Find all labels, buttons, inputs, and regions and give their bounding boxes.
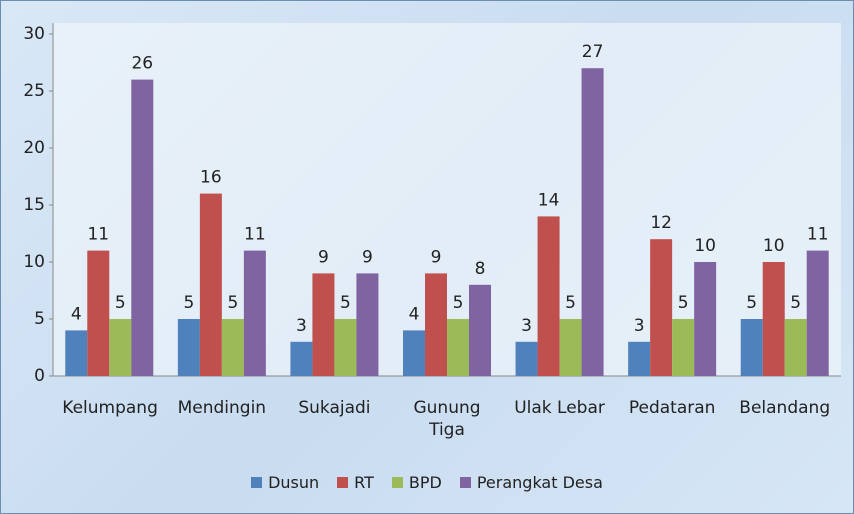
bar <box>515 341 538 376</box>
data-label: 11 <box>807 225 829 245</box>
y-tick-label: 0 <box>34 366 45 386</box>
bar <box>628 341 651 376</box>
bar <box>469 284 491 376</box>
y-tick-label: 25 <box>23 81 45 101</box>
x-tick-label: Pedataran <box>628 398 716 418</box>
data-label: 27 <box>582 42 604 62</box>
data-label: 3 <box>296 316 307 336</box>
x-tick-label: Mendingin <box>177 398 267 418</box>
bar <box>672 319 695 376</box>
y-tick-label: 10 <box>23 252 45 272</box>
data-label: 26 <box>131 54 153 74</box>
data-label: 3 <box>521 316 532 336</box>
legend: Dusun RT BPD Perangkat Desa <box>1 473 853 492</box>
data-label: 10 <box>763 236 785 256</box>
bar <box>447 319 469 376</box>
bar <box>403 330 425 376</box>
x-tick-label: Kelumpang <box>62 398 158 418</box>
data-label: 5 <box>565 293 576 313</box>
bar <box>356 273 379 376</box>
bar <box>650 239 673 376</box>
legend-label: Dusun <box>268 473 320 492</box>
legend-item: RT <box>337 473 374 492</box>
legend-swatch <box>337 477 349 488</box>
data-label: 5 <box>790 293 801 313</box>
legend-label: BPD <box>408 473 442 492</box>
bar <box>581 68 604 376</box>
bar <box>740 319 763 376</box>
data-label: 12 <box>650 213 672 233</box>
bar <box>177 319 200 376</box>
bar <box>334 319 357 376</box>
legend-item: Dusun <box>251 473 319 492</box>
bar <box>65 330 88 376</box>
bar <box>537 216 560 376</box>
x-tick-label: Sukajadi <box>298 398 371 418</box>
data-label: 5 <box>678 293 689 313</box>
data-label: 4 <box>409 304 420 324</box>
legend-swatch <box>391 477 403 488</box>
legend-label: RT <box>354 473 374 492</box>
y-tick-label: 15 <box>23 195 45 215</box>
bar <box>131 79 154 376</box>
data-label: 5 <box>183 293 194 313</box>
legend-item: BPD <box>391 473 442 492</box>
data-label: 14 <box>538 190 560 210</box>
data-label: 5 <box>746 293 757 313</box>
bar <box>290 341 313 376</box>
x-tick-label: Belandang <box>739 398 831 418</box>
data-label: 11 <box>244 225 266 245</box>
legend-label: Perangkat Desa <box>476 473 603 492</box>
bar <box>221 319 244 376</box>
data-label: 4 <box>71 304 82 324</box>
x-tick-label: Gunung Tiga <box>413 398 481 440</box>
data-label: 9 <box>362 247 373 267</box>
data-label: 5 <box>115 293 126 313</box>
data-label: 3 <box>634 316 645 336</box>
bar <box>694 262 717 376</box>
data-label: 9 <box>431 247 442 267</box>
bar <box>762 262 785 376</box>
data-label: 5 <box>453 293 464 313</box>
data-label: 10 <box>694 236 716 256</box>
x-tick-label: Ulak Lebar <box>514 398 605 418</box>
bar <box>559 319 582 376</box>
legend-swatch <box>459 477 471 488</box>
data-label: 11 <box>87 225 109 245</box>
y-tick-label: 20 <box>23 138 45 158</box>
bar <box>425 273 447 376</box>
y-tick-label: 30 <box>23 24 45 44</box>
bar <box>87 250 110 376</box>
bar <box>312 273 335 376</box>
y-tick-label: 5 <box>34 309 45 329</box>
data-label: 16 <box>200 168 222 188</box>
bar <box>109 319 132 376</box>
bar <box>806 250 829 376</box>
bar <box>199 193 222 376</box>
bar <box>784 319 807 376</box>
legend-swatch <box>251 477 263 488</box>
bar <box>243 250 266 376</box>
data-label: 5 <box>340 293 351 313</box>
legend-item: Perangkat Desa <box>459 473 603 492</box>
data-label: 8 <box>475 259 486 279</box>
data-label: 5 <box>227 293 238 313</box>
data-label: 9 <box>318 247 329 267</box>
